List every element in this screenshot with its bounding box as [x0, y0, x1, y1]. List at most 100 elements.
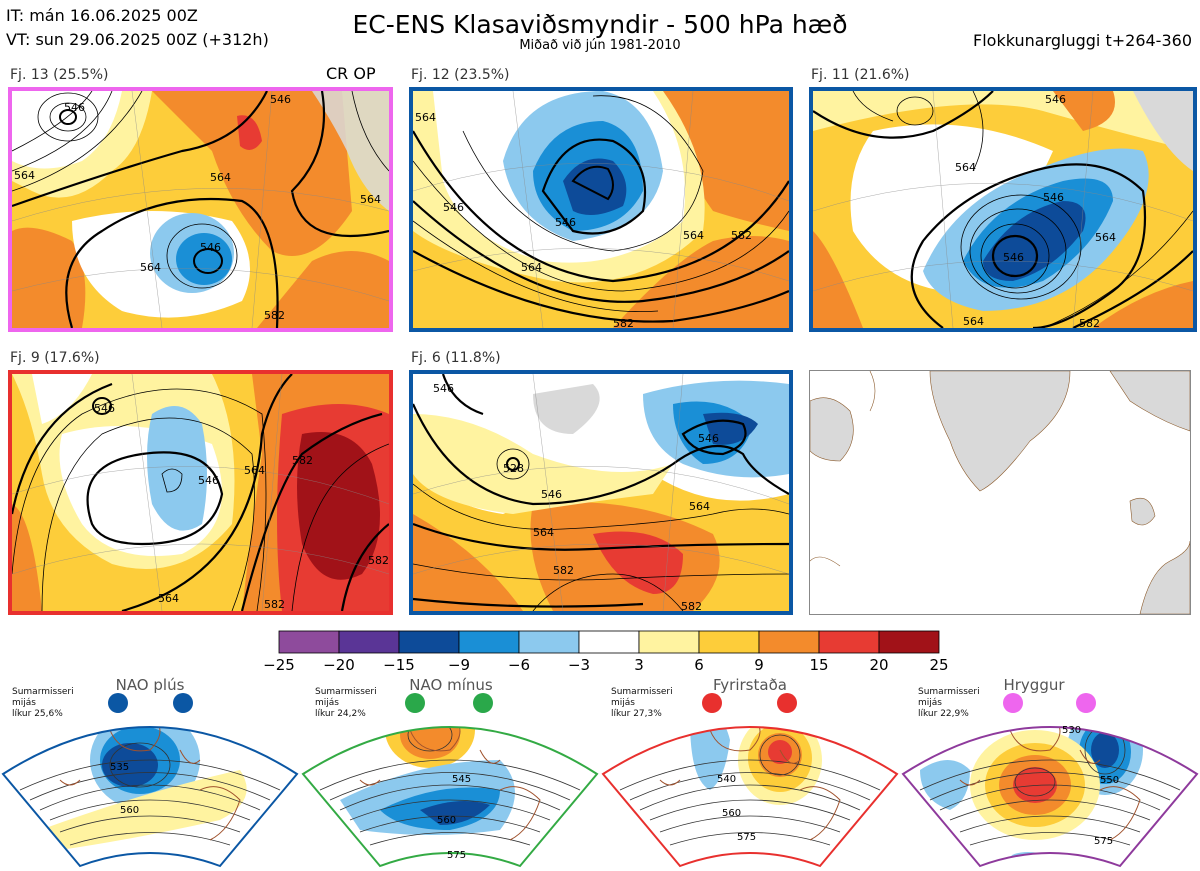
svg-text:582: 582: [731, 229, 752, 242]
svg-text:564: 564: [689, 500, 710, 513]
regime-stats: Sumarmisseri mijás líkur 22,9%: [918, 687, 980, 719]
colorbar-seg-2: [398, 630, 460, 654]
regime-dot: [473, 693, 493, 713]
colorbar-label: 25: [929, 656, 949, 674]
svg-text:582: 582: [264, 309, 285, 322]
regime-dot: [777, 693, 797, 713]
regime-stats: Sumarmisseri mijás líkur 25,6%: [12, 687, 74, 719]
contour-label: 575: [1094, 836, 1113, 847]
regime-dot: [702, 693, 722, 713]
svg-text:546: 546: [443, 201, 464, 214]
colorbar-label: −25: [263, 656, 295, 674]
regime-dot: [1003, 693, 1023, 713]
svg-text:582: 582: [264, 598, 285, 611]
cluster-map-11: 546 564 546 546 564 564 582: [813, 91, 1193, 328]
svg-text:528: 528: [503, 462, 524, 475]
svg-text:546: 546: [64, 101, 85, 114]
colorbar: [278, 630, 940, 654]
regime-map-nao-plus: 535 560: [1, 693, 299, 868]
svg-text:564: 564: [963, 315, 984, 328]
contour-label: 560: [120, 805, 139, 816]
regime-title: NAO mínus: [409, 676, 493, 694]
svg-text:546: 546: [433, 382, 454, 395]
svg-text:546: 546: [198, 474, 219, 487]
svg-text:546: 546: [1003, 251, 1024, 264]
regime-map-blocking: 540 560 575: [601, 693, 899, 868]
svg-text:546: 546: [200, 241, 221, 254]
contour-label: 575: [447, 850, 466, 861]
cluster-panel-13: 564 564 564 546 546 546 582 564: [8, 87, 393, 332]
cluster-panel-9: 546 546 564 582 582 582 564: [8, 370, 393, 615]
cluster-map-12: 564 546 546 564 582 564 582: [413, 91, 789, 328]
panel-4-label: Fj. 9 (17.6%): [10, 350, 100, 366]
cluster-map-6: 546 528 546 546 564 564 582 582: [413, 374, 789, 611]
page-subtitle: Miðað við jún 1981-2010: [519, 38, 681, 53]
contour-label: 535: [110, 762, 129, 773]
colorbar-label: −20: [323, 656, 355, 674]
svg-text:582: 582: [553, 564, 574, 577]
panel-2-label: Fj. 12 (23.5%): [411, 67, 510, 83]
colorbar-seg-4: [518, 630, 580, 654]
page-title: EC-ENS Klasaviðsmyndir - 500 hPa hæð: [352, 10, 848, 39]
cluster-panel-11: 546 564 546 546 564 564 582: [809, 87, 1197, 332]
contour-label: 540: [717, 774, 736, 785]
svg-text:582: 582: [1079, 317, 1100, 328]
colorbar-label: −3: [567, 656, 591, 674]
panel-3-label: Fj. 11 (21.6%): [811, 67, 910, 83]
colorbar-seg-7: [698, 630, 760, 654]
control-run-marker: CR OP: [326, 64, 376, 83]
svg-text:564: 564: [1095, 231, 1116, 244]
colorbar-label: 15: [809, 656, 829, 674]
svg-text:582: 582: [681, 600, 702, 611]
svg-text:582: 582: [368, 554, 389, 567]
basemap: [810, 371, 1190, 614]
panel-5-label: Fj. 6 (11.8%): [411, 350, 501, 366]
svg-text:564: 564: [14, 169, 35, 182]
colorbar-label: 6: [694, 656, 704, 674]
classification-window: Flokkunargluggi t+264-360: [973, 31, 1192, 50]
regime-frame: [601, 726, 899, 868]
svg-text:564: 564: [415, 111, 436, 124]
colorbar-seg-9: [818, 630, 880, 654]
regime-stats: Sumarmisseri mijás líkur 24,2%: [315, 687, 377, 719]
panel-1-label: Fj. 13 (25.5%): [10, 67, 109, 83]
svg-text:564: 564: [533, 526, 554, 539]
contour-label: 545: [452, 774, 471, 785]
svg-text:564: 564: [955, 161, 976, 174]
contour-label: 560: [437, 815, 456, 826]
svg-text:546: 546: [698, 432, 719, 445]
colorbar-seg-10: [878, 630, 940, 654]
valid-time: VT: sun 29.06.2025 00Z (+312h): [6, 30, 269, 49]
svg-text:546: 546: [555, 216, 576, 229]
header-info: IT: mán 16.06.2025 00Z VT: sun 29.06.202…: [6, 4, 269, 52]
regime-stats: Sumarmisseri mijás líkur 27,3%: [611, 687, 673, 719]
svg-text:564: 564: [244, 464, 265, 477]
cluster-map-13: 564 564 564 546 546 546 582 564: [12, 91, 389, 328]
regime-frame: [301, 726, 599, 868]
regime-map-nao-minus: 545 560 575: [301, 693, 599, 868]
svg-text:564: 564: [360, 193, 381, 206]
svg-text:582: 582: [613, 317, 634, 328]
regime-frame: [1, 726, 299, 868]
regime-title: Hryggur: [1003, 676, 1065, 694]
svg-text:564: 564: [140, 261, 161, 274]
colorbar-label: 3: [634, 656, 644, 674]
regime-map-ridge: 530 550 575: [901, 693, 1199, 868]
colorbar-label: 9: [754, 656, 764, 674]
colorbar-seg-6: [638, 630, 700, 654]
colorbar-seg-1: [338, 630, 400, 654]
svg-text:546: 546: [94, 402, 115, 415]
regime-dot: [108, 693, 128, 713]
colorbar-label: 20: [869, 656, 889, 674]
contour-label: 575: [737, 832, 756, 843]
colorbar-seg-5: [578, 630, 640, 654]
basemap-panel: [809, 370, 1191, 615]
contour-label: 530: [1062, 725, 1081, 736]
colorbar-seg-3: [458, 630, 520, 654]
svg-text:546: 546: [1045, 93, 1066, 106]
cluster-panel-12: 564 546 546 564 582 564 582: [409, 87, 793, 332]
svg-text:564: 564: [210, 171, 231, 184]
regime-dot: [173, 693, 193, 713]
regime-dot: [405, 693, 425, 713]
svg-text:546: 546: [270, 93, 291, 106]
